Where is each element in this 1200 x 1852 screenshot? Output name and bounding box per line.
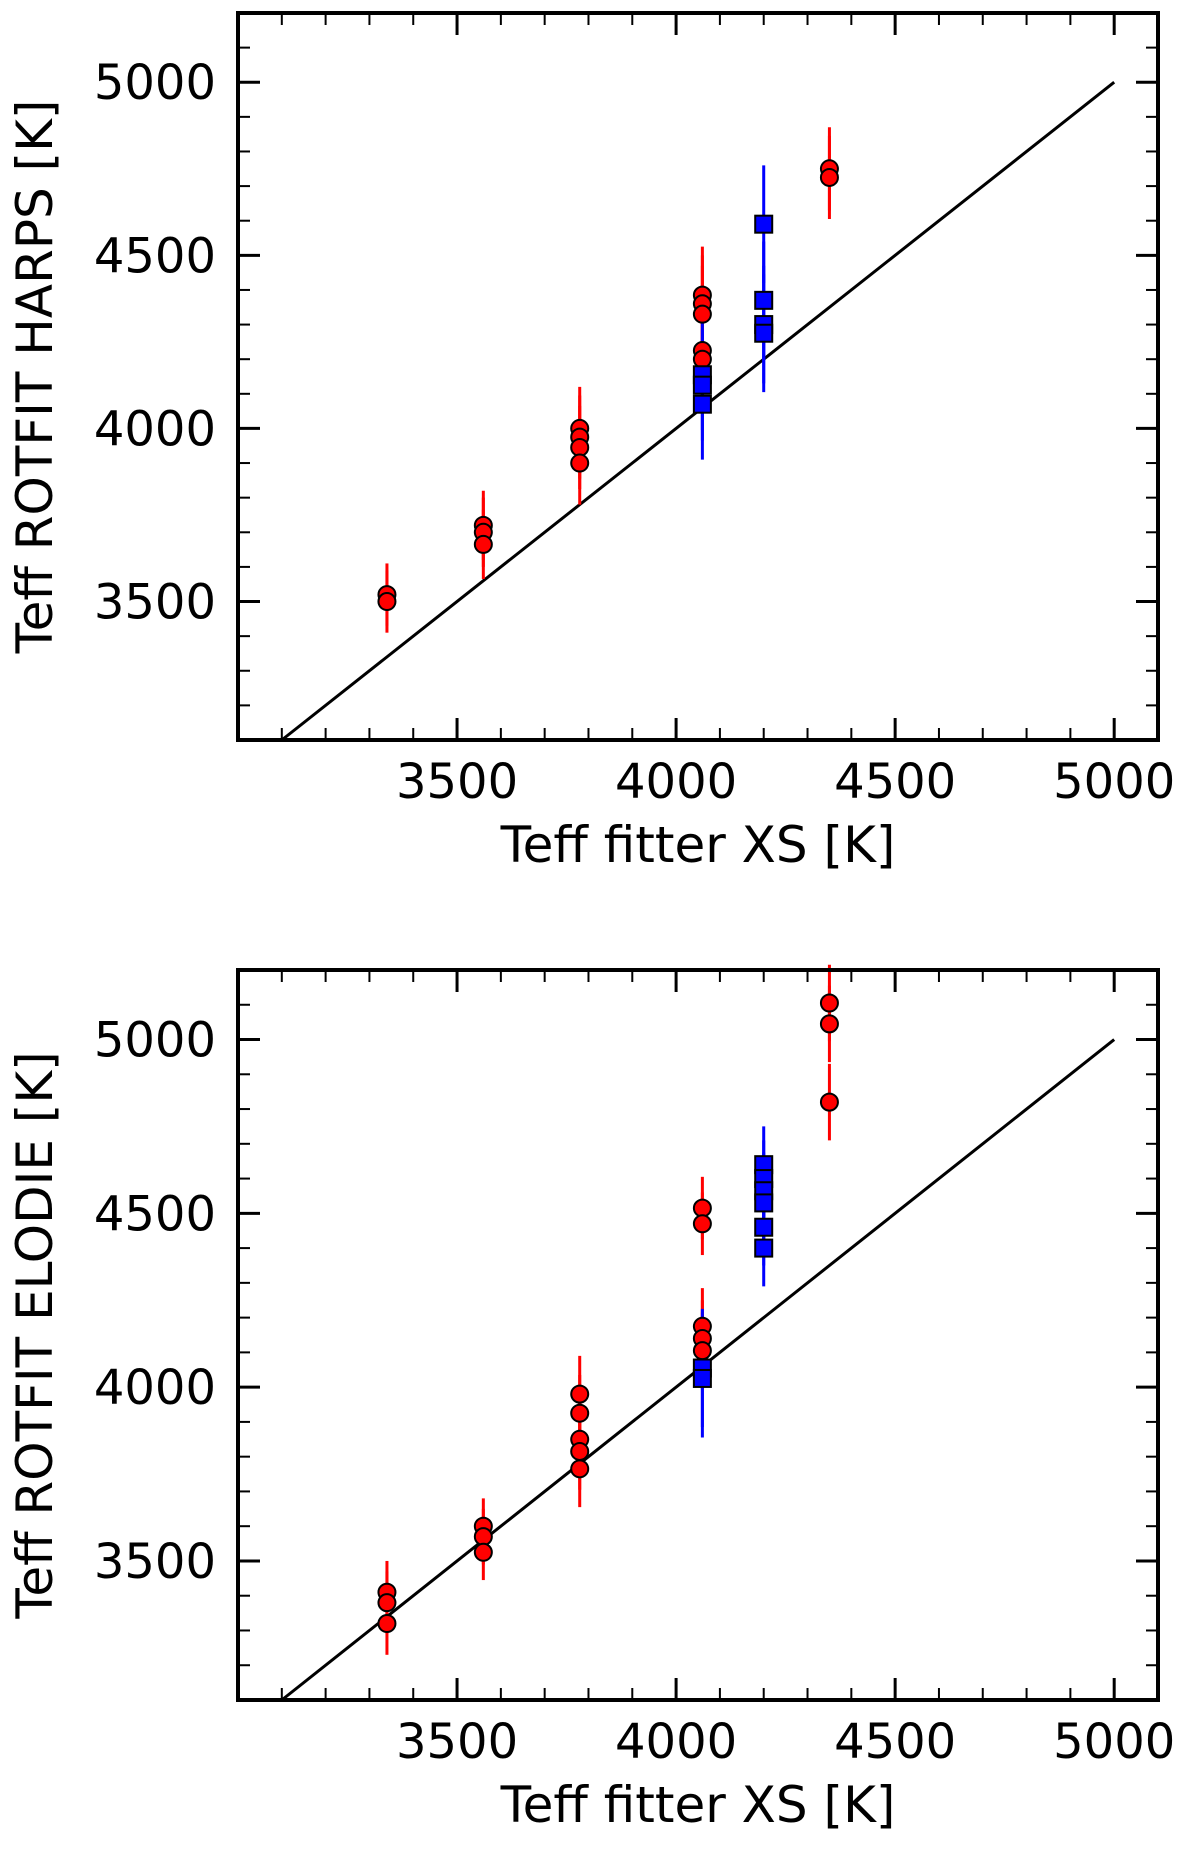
y-tick-label: 4500 [94,1186,216,1242]
data-point [473,1527,493,1547]
data-point [754,1217,774,1237]
data-point [570,1403,590,1423]
data-point [377,592,397,612]
data-point [377,1614,397,1634]
y-tick-label: 4000 [94,1360,216,1416]
y-tick-label: 5000 [94,1013,216,1069]
data-point [692,1341,712,1361]
plot-frame [236,968,1160,1702]
data-point [819,1014,839,1034]
data-point [692,1368,712,1388]
x-tick-label: 5000 [1053,1714,1175,1770]
error-bars [385,964,831,1655]
data-point [377,1593,397,1613]
data-point [754,1193,774,1213]
series-blue-squares [692,214,774,414]
y-axis-label: Teff ROTFIT HARPS [K] [6,100,64,655]
plot-frame [236,11,1160,742]
data-point [754,214,774,234]
series-red-circles [377,993,839,1634]
data-point [570,1459,590,1479]
data-point [692,375,712,395]
data-point [819,167,839,187]
data-point [754,290,774,310]
x-tick-label: 3500 [396,1714,518,1770]
x-tick-label: 4000 [615,1714,737,1770]
y-tick-label: 3500 [94,1534,216,1590]
data-point [692,1198,712,1218]
x-tick-label: 4000 [615,754,737,810]
data-point [819,993,839,1013]
x-tick-label: 5000 [1053,754,1175,810]
data-point [570,437,590,457]
data-point [570,453,590,473]
data-point [473,1542,493,1562]
data-point [754,1238,774,1258]
data-point [570,1441,590,1461]
data-point [819,1092,839,1112]
y-axis-label: Teff ROTFIT ELODIE [K] [6,1051,64,1619]
data-point [692,1214,712,1234]
x-axis-label: Teff fitter XS [K] [500,1776,896,1834]
series-red-circles [377,159,839,612]
series-blue-squares [692,1155,774,1388]
y-tick-label: 3500 [94,575,216,631]
x-tick-label: 4500 [834,1714,956,1770]
harps-panel: 3500 4000 4500 5000 3500 4000 4500 5000 Teff fit… [6,11,1175,874]
data-point [692,349,712,369]
y-tick-label: 4500 [94,228,216,284]
x-tick-label: 3500 [396,754,518,810]
data-point [473,534,493,554]
data-point [692,304,712,324]
x-tick-label: 4500 [834,754,956,810]
data-point [692,394,712,414]
y-tick-label: 4000 [94,401,216,457]
y-tick-label: 5000 [94,55,216,111]
data-point [570,1384,590,1404]
x-axis-label: Teff fitter XS [K] [500,816,896,874]
elodie-panel: 3500 4000 4500 5000 3500 4000 4500 5000 Teff fit… [6,964,1175,1834]
data-point [754,323,774,343]
